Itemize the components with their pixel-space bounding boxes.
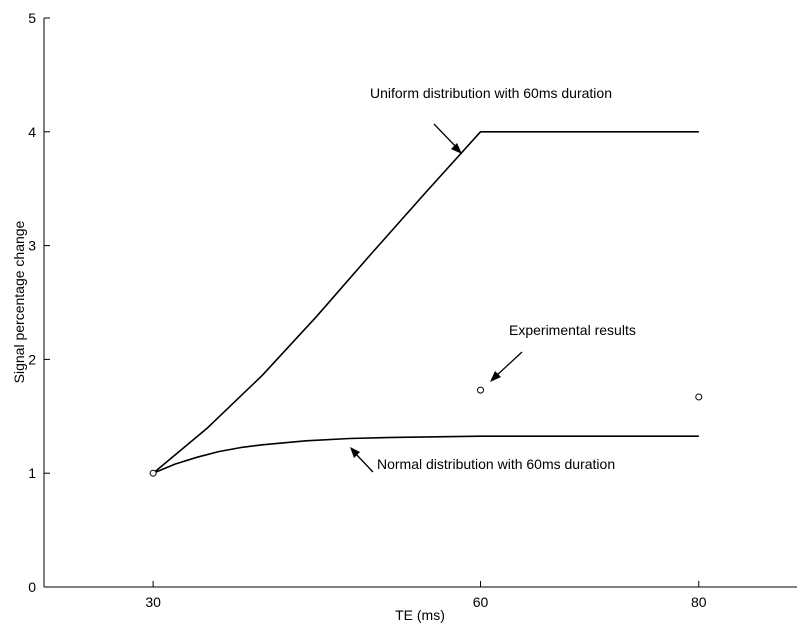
x-ticks: 30 60 80 bbox=[145, 581, 707, 610]
experimental-point bbox=[149, 469, 157, 477]
y-tick-label: 3 bbox=[28, 238, 36, 254]
series-line-normal bbox=[152, 435, 699, 474]
x-axis-label: TE (ms) bbox=[395, 607, 445, 623]
annotation-experimental: Experimental results bbox=[509, 322, 636, 338]
arrow-experimental bbox=[494, 351, 523, 378]
experimental-points bbox=[149, 386, 703, 477]
y-tick-label: 0 bbox=[28, 579, 36, 595]
arrowhead-experimental bbox=[490, 371, 501, 382]
axes bbox=[43, 18, 797, 588]
arrow-normal bbox=[353, 451, 374, 473]
arrowhead-uniform bbox=[451, 143, 462, 154]
x-tick-label: 60 bbox=[473, 594, 489, 610]
experimental-point bbox=[695, 393, 703, 401]
y-tick-label: 5 bbox=[28, 10, 36, 26]
y-tick-label: 1 bbox=[28, 465, 36, 481]
y-ticks: 0 1 2 3 4 5 bbox=[28, 10, 50, 595]
y-axis-label: Signal percentage change bbox=[11, 220, 27, 383]
experimental-point bbox=[477, 386, 485, 394]
y-tick-label: 4 bbox=[28, 124, 36, 140]
annotation-normal: Normal distribution with 60ms duration bbox=[377, 456, 615, 472]
x-tick-label: 30 bbox=[145, 594, 161, 610]
series-layer bbox=[152, 131, 699, 474]
annotations: Uniform distribution with 60ms duration … bbox=[350, 85, 636, 473]
annotation-uniform: Uniform distribution with 60ms duration bbox=[370, 85, 612, 101]
y-tick-label: 2 bbox=[28, 351, 36, 367]
series-line-uniform bbox=[152, 131, 699, 474]
x-tick-label: 80 bbox=[691, 594, 707, 610]
arrowhead-normal bbox=[350, 447, 360, 458]
